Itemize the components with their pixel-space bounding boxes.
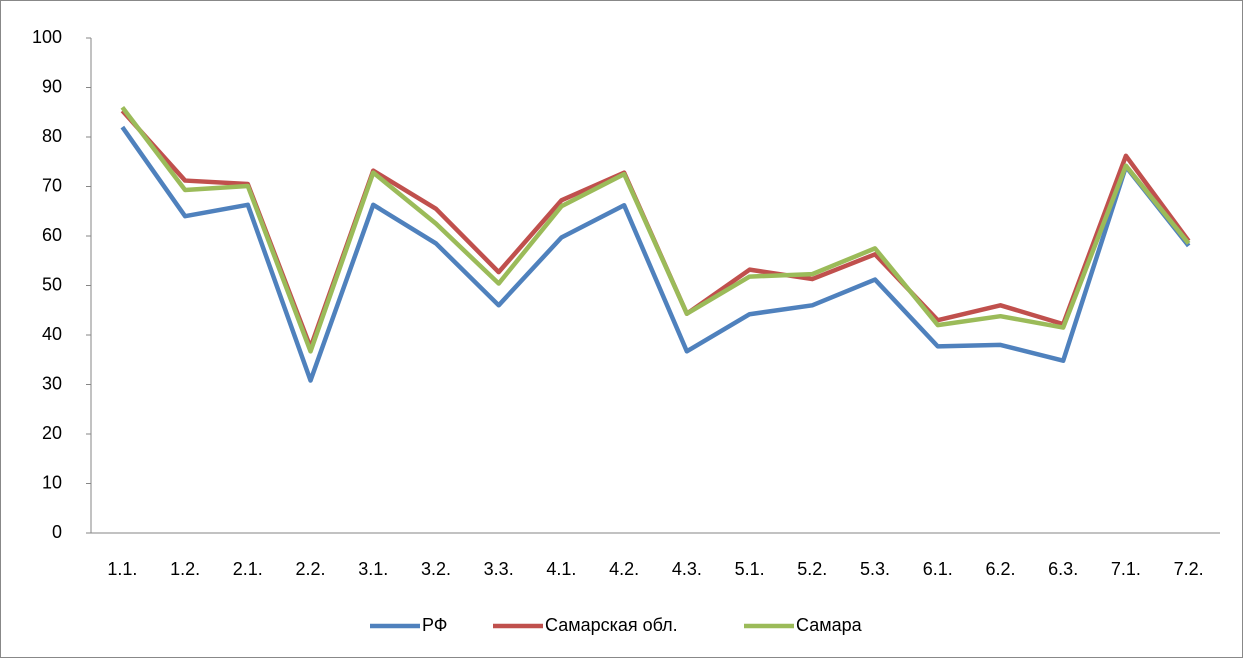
- x-tick-label: 6.1.: [923, 559, 953, 579]
- y-tick-label: 0: [52, 522, 62, 542]
- series-line: [120, 105, 1191, 354]
- x-tick-label: 3.2.: [421, 559, 451, 579]
- y-tick-label: 20: [42, 423, 62, 443]
- x-tick-label: 5.3.: [860, 559, 890, 579]
- y-tick-label: 30: [42, 373, 62, 393]
- legend-label: Самара: [796, 615, 863, 635]
- x-tick-label: 6.2.: [985, 559, 1015, 579]
- y-tick-label: 90: [42, 76, 62, 96]
- y-tick-label: 70: [42, 175, 62, 195]
- x-tick-label: 1.2.: [170, 559, 200, 579]
- x-tick-label: 7.1.: [1111, 559, 1141, 579]
- y-tick-label: 60: [42, 225, 62, 245]
- x-tick-label: 3.1.: [358, 559, 388, 579]
- x-tick-label: 3.3.: [484, 559, 514, 579]
- series-line: [120, 125, 1191, 383]
- x-tick-label: 6.3.: [1048, 559, 1078, 579]
- legend-label: Самарская обл.: [545, 615, 678, 635]
- x-tick-label: 4.1.: [546, 559, 576, 579]
- x-tick-label: 7.2.: [1174, 559, 1204, 579]
- x-tick-label: 4.3.: [672, 559, 702, 579]
- legend-label: РФ: [422, 615, 448, 635]
- x-tick-label: 4.2.: [609, 559, 639, 579]
- x-tick-label: 2.1.: [233, 559, 263, 579]
- y-tick-label: 40: [42, 324, 62, 344]
- x-tick-label: 5.2.: [797, 559, 827, 579]
- x-tick-label: 5.1.: [735, 559, 765, 579]
- y-tick-label: 10: [42, 472, 62, 492]
- y-tick-label: 80: [42, 126, 62, 146]
- x-tick-label: 2.2.: [296, 559, 326, 579]
- y-tick-label: 100: [32, 27, 62, 47]
- x-tick-label: 1.1.: [107, 559, 137, 579]
- y-tick-label: 50: [42, 274, 62, 294]
